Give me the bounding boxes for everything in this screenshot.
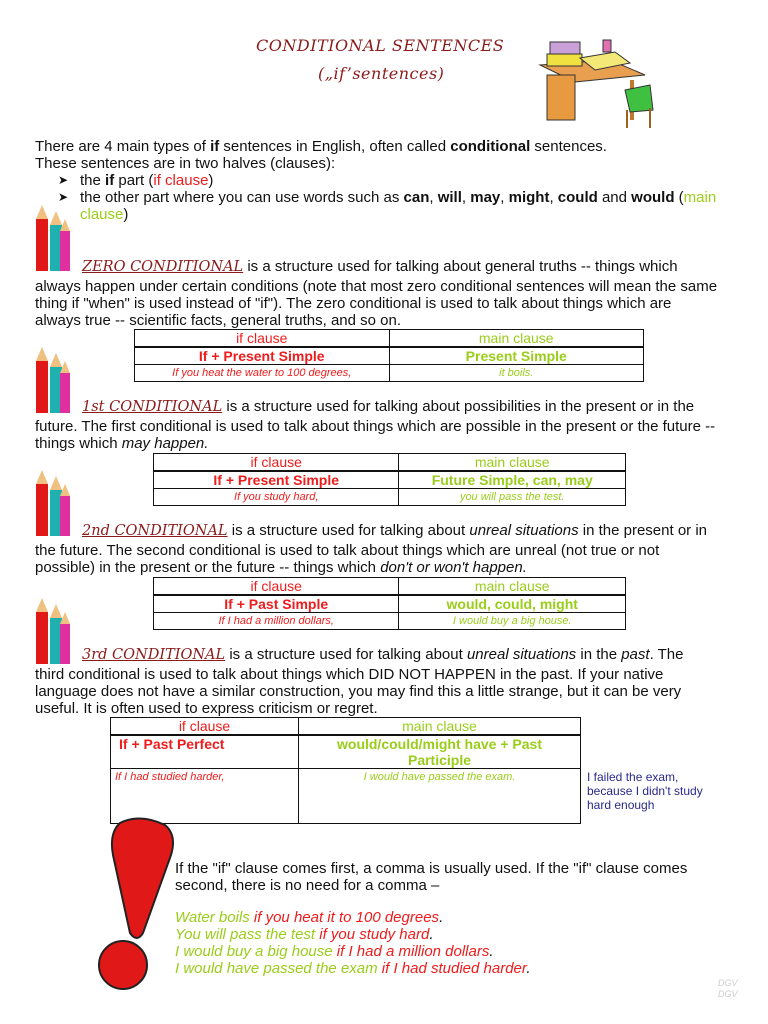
bullet-other-part-cont: clause) — [80, 206, 129, 223]
intro-line-2: These sentences are in two halves (claus… — [35, 155, 336, 172]
zero-text: always true -- scientific facts, general… — [35, 312, 401, 329]
title: CONDITIONAL SENTENCES — [256, 36, 505, 55]
pencils-icon — [36, 470, 70, 536]
zero-conditional-table: if clause main clause If + Present Simple… — [134, 329, 644, 382]
examples-list: Water boils if you heat it to 100 degree… — [175, 909, 531, 977]
second-conditional-intro: 2nd CONDITIONAL is a structure used for … — [82, 522, 708, 539]
bullet-if-part: ➤ the if part (if clause) — [58, 172, 214, 189]
second-text: the future. The second conditional is us… — [35, 542, 660, 559]
first-conditional-table: if clause main clause If + Present Simple… — [152, 453, 626, 506]
example-sentence: Water boils if you heat it to 100 degree… — [175, 909, 444, 926]
side-note: I failed the exam, because I didn't study… — [587, 770, 703, 812]
comma-rule: If the "if" clause comes first, a comma … — [175, 860, 688, 894]
zero-text: always happen under certain conditions (… — [35, 278, 718, 295]
pencils-icon — [36, 347, 70, 413]
second-conditional-table: if clause main clause If + Past Simple wou… — [152, 577, 626, 630]
watermark: DGV DGV — [718, 978, 738, 999]
second-text: possible) in the present or the future -… — [35, 559, 527, 576]
pencils-icon — [36, 205, 70, 271]
pencils-icon — [36, 598, 70, 664]
example-sentence: I would buy a big house if I had a milli… — [175, 943, 494, 960]
exclamation-icon — [98, 817, 174, 990]
zero-text: thing if "when" is used instead of "if")… — [35, 295, 672, 312]
subtitle: („if’sentences) — [318, 64, 445, 83]
example-sentence: You will pass the test if you study hard… — [175, 926, 434, 943]
third-text: useful. It is often used to express crit… — [35, 700, 378, 717]
first-conditional-intro: 1st CONDITIONAL is a structure used for … — [82, 398, 695, 415]
desk-illustration — [538, 39, 654, 128]
intro-line-1: There are 4 main types of if sentences i… — [35, 138, 607, 155]
bullet-other-part: ➤ the other part where you can use words … — [58, 189, 717, 206]
third-text: third conditional is used to talk about … — [35, 666, 664, 683]
third-conditional-table: if clause main clause If + Past Perfect wo… — [110, 717, 581, 824]
third-conditional-intro: 3rd CONDITIONAL is a structure used for … — [82, 646, 684, 663]
example-sentence: I would have passed the exam if I had st… — [175, 960, 531, 977]
first-text: things which may happen. — [35, 435, 209, 452]
third-text: language does not have a similar constru… — [35, 683, 682, 700]
zero-conditional-intro: ZERO CONDITIONAL is a structure used for… — [82, 258, 678, 275]
first-text: future. The first conditional is used to… — [35, 418, 716, 435]
